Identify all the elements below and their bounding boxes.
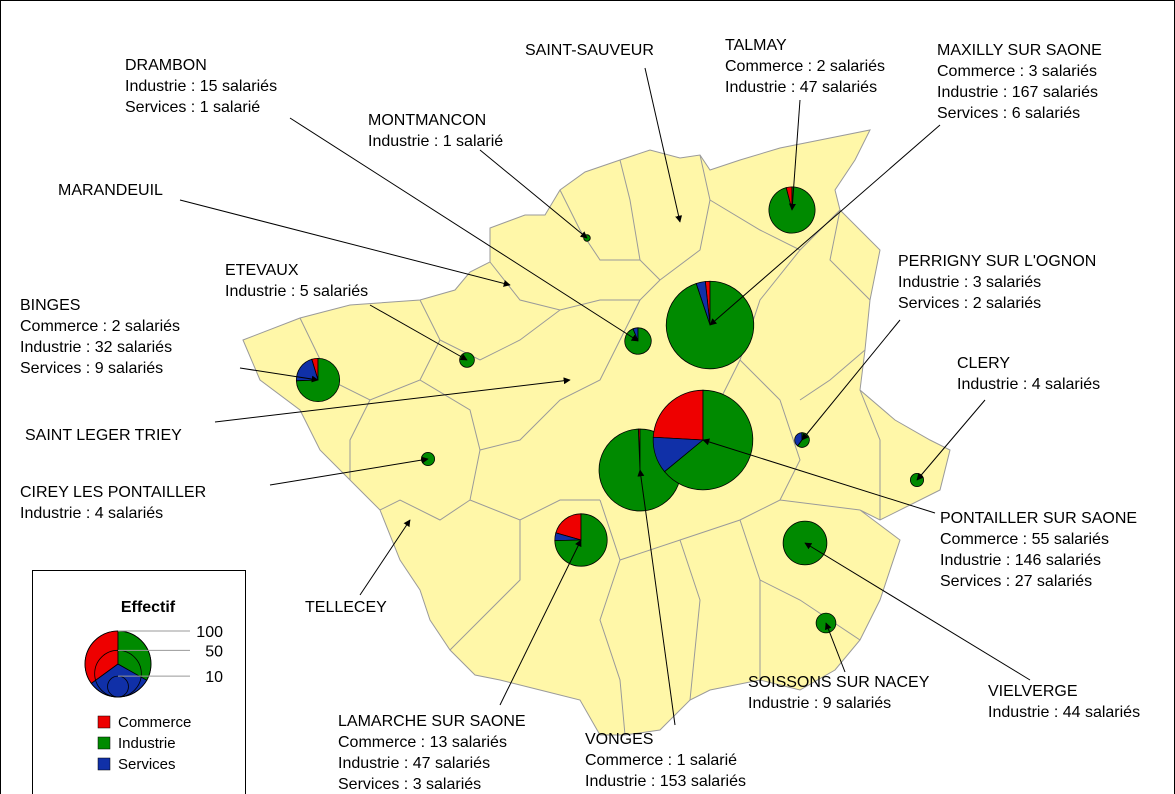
commune-name: DRAMBON	[125, 57, 207, 74]
commune-name: VONGES	[585, 731, 653, 748]
pie-slice	[652, 389, 704, 441]
commune-count: Services : 9 salariés	[20, 360, 163, 377]
commune-name: PONTAILLER SUR SAONE	[940, 510, 1137, 527]
commune-name: MONTMANCON	[368, 112, 486, 129]
legend-size-label: 10	[205, 669, 223, 686]
commune-count: Commerce : 55 salariés	[940, 531, 1109, 548]
commune-count: Commerce : 1 salarié	[585, 752, 737, 769]
commune-name: MAXILLY SUR SAONE	[937, 42, 1102, 59]
commune-name: PERRIGNY SUR L'OGNON	[898, 253, 1096, 270]
arrows	[179, 67, 1031, 726]
commune-count: Services : 6 salariés	[937, 105, 1080, 122]
commune-count: Industrie : 153 salariés	[585, 773, 746, 790]
commune-count: Services : 3 salariés	[338, 776, 481, 793]
leader-arrow	[369, 304, 468, 361]
leader-arrow	[637, 469, 676, 726]
commune-count: Commerce : 2 salariés	[20, 318, 180, 335]
commune-count: Industrie : 146 salariés	[940, 552, 1101, 569]
pie-slice	[554, 513, 608, 567]
leader-arrow	[179, 199, 511, 287]
commune-count: Commerce : 2 salariés	[725, 58, 885, 75]
commune-count: Commerce : 13 salariés	[338, 734, 507, 751]
commune-name: BINGES	[20, 297, 80, 314]
leader-arrow	[239, 367, 319, 383]
commune-count: Industrie : 47 salariés	[338, 755, 490, 772]
commune-name: TALMAY	[725, 37, 787, 54]
commune-count: Services : 27 salariés	[940, 573, 1092, 590]
commune-count: Services : 2 salariés	[898, 295, 1041, 312]
commune-count: Industrie : 15 salariés	[125, 78, 277, 95]
legend-label: Industrie	[118, 735, 176, 752]
legend-size-label: 50	[205, 643, 223, 660]
leader-arrow	[499, 539, 582, 706]
commune-count: Industrie : 5 salariés	[225, 283, 368, 300]
legend-title: Effectif	[121, 599, 176, 616]
commune-count: Industrie : 167 salariés	[937, 84, 1098, 101]
commune-name: CLERY	[957, 355, 1010, 372]
commune-name: SAINT-SAUVEUR	[525, 42, 654, 59]
leader-arrow	[479, 149, 588, 239]
commune-count: Industrie : 3 salariés	[898, 274, 1041, 291]
commune-count: Services : 1 salarié	[125, 99, 260, 116]
commune-name: TELLECEY	[305, 599, 387, 616]
commune-name: CIREY LES PONTAILLER	[20, 484, 206, 501]
leader-arrow	[359, 519, 411, 596]
leader-arrow	[825, 622, 846, 673]
commune-name: SAINT LEGER TRIEY	[25, 427, 182, 444]
leader-arrow	[289, 117, 639, 342]
leader-arrow	[804, 542, 1031, 681]
commune-count: Commerce : 3 salariés	[937, 63, 1097, 80]
commune-name: LAMARCHE SUR SAONE	[338, 713, 526, 730]
legend-color	[97, 715, 111, 729]
leader-arrow	[788, 99, 801, 211]
commune-count: Industrie : 9 salariés	[748, 695, 891, 712]
commune-name: ETEVAUX	[225, 262, 299, 279]
leader-arrow	[269, 456, 429, 486]
leader-arrow	[644, 67, 683, 223]
commune-count: Industrie : 4 salariés	[957, 376, 1100, 393]
legend-color	[97, 757, 111, 771]
commune-count: Industrie : 32 salariés	[20, 339, 172, 356]
commune-count: Industrie : 44 salariés	[988, 704, 1140, 721]
commune-name: VIELVERGE	[988, 683, 1078, 700]
leader-arrow	[702, 438, 936, 514]
leader-arrow	[214, 377, 571, 423]
territory	[242, 129, 951, 736]
legend-label: Commerce	[118, 714, 191, 731]
leader-arrow	[709, 124, 941, 326]
leader-arrow	[801, 319, 901, 441]
legend-size-label: 100	[196, 624, 223, 641]
commune-count: Industrie : 4 salariés	[20, 505, 163, 522]
commune-count: Industrie : 1 salarié	[368, 133, 503, 150]
leader-arrow	[916, 399, 986, 481]
commune-name: SOISSONS SUR NACEY	[748, 674, 930, 691]
legend-color	[97, 736, 111, 750]
commune-count: Industrie : 47 salariés	[725, 79, 877, 96]
commune-name: MARANDEUIL	[58, 182, 163, 199]
legend-label: Services	[118, 756, 176, 773]
